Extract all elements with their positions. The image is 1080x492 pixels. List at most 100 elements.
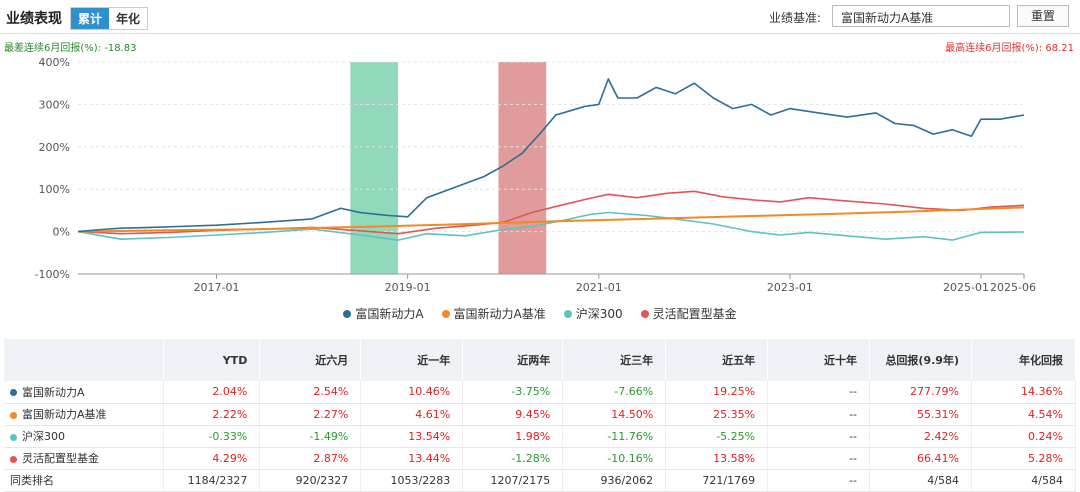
performance-header: 业绩表现 累计 年化 业绩基准: 富国新动力A基准 重置	[0, 0, 1080, 34]
row-name: 同类排名	[10, 474, 54, 487]
table-cell: 2.87%	[259, 447, 362, 470]
y-tick-label: 300%	[39, 98, 70, 111]
x-tick-label: 2017-01	[194, 281, 240, 294]
row-name-cell: 富国新动力A	[4, 381, 165, 404]
table-cell: -11.76%	[562, 425, 667, 448]
table-header: 近六月	[259, 339, 362, 381]
table-cell: 55.31%	[869, 403, 972, 426]
table-cell: 4.54%	[971, 403, 1077, 426]
legend-item-csi300[interactable]: 沪深300	[563, 305, 623, 322]
series-line-2	[77, 211, 1025, 241]
table-cell: 1184/2327	[163, 469, 261, 492]
legend-dot-icon	[640, 309, 649, 318]
row-name-cell: 灵活配置型基金	[4, 447, 165, 470]
series-dot-icon	[10, 433, 17, 441]
table-row: 沪深300 -0.33% -1.49% 13.54% 1.98% -11.76% -5.25…	[4, 425, 1077, 448]
row-name: 富国新动力A基准	[22, 408, 107, 421]
row-name: 沪深300	[22, 430, 65, 443]
x-tick-label: 2021-01	[576, 281, 622, 294]
table-cell: --	[767, 381, 871, 404]
table-header: YTD	[163, 339, 261, 381]
table-cell: 2.42%	[869, 425, 972, 448]
table-header-row: YTD 近六月 近一年 近两年 近三年 近五年 近十年 总回报(9.9年) 年化…	[4, 339, 1077, 381]
legend-label: 富国新动力A	[355, 307, 424, 321]
best-6m-return: 最高连续6月回报(%): 68.21	[945, 39, 1074, 54]
table-cell: 14.50%	[562, 403, 667, 426]
x-tick-label: 2025-01	[943, 281, 989, 294]
table-header: 近十年	[767, 339, 871, 381]
table-row: 同类排名 1184/2327 920/2327 1053/2283 1207/2175 9…	[4, 469, 1077, 492]
table-cell: 13.58%	[665, 447, 769, 470]
legend-dot-icon	[343, 309, 352, 318]
row-name: 富国新动力A	[22, 385, 85, 399]
best-label: 最高连续6月回报(%):	[945, 43, 1046, 54]
table-cell: --	[767, 447, 871, 470]
performance-chart: 400% 300% 200% 100% 0% -100% 2017-01 2019-01 202…	[35, 56, 1036, 294]
table-cell: --	[767, 403, 871, 426]
legend-item-fund[interactable]: 富国新动力A	[343, 305, 424, 322]
table-cell: -3.75%	[462, 381, 564, 404]
y-tick-label: 400%	[39, 56, 70, 69]
table-row: 富国新动力A基准 2.22% 2.27% 4.61% 9.45% 14.50% 25.35%…	[4, 403, 1077, 426]
legend-item-benchmark[interactable]: 富国新动力A基准	[441, 305, 546, 322]
y-tick-label: 100%	[39, 183, 70, 196]
legend-dot-icon	[563, 309, 572, 318]
table-cell: 14.36%	[971, 381, 1077, 404]
legend-label: 沪深300	[575, 307, 623, 321]
table-cell: 13.54%	[360, 425, 464, 448]
x-tick-label: 2023-01	[767, 281, 813, 294]
table-cell: 66.41%	[869, 447, 972, 470]
table-cell: 4/584	[869, 469, 972, 492]
table-cell: 13.44%	[360, 447, 464, 470]
worst-6m-return: 最差连续6月回报(%): -18.83	[4, 39, 136, 54]
table-cell: 10.46%	[360, 381, 464, 404]
table-cell: --	[767, 469, 871, 492]
y-tick-label: 0%	[53, 226, 70, 239]
table-cell: -1.49%	[259, 425, 362, 448]
tab-cumulative[interactable]: 累计	[71, 8, 110, 29]
series-line-0	[77, 78, 1025, 233]
legend-item-category[interactable]: 灵活配置型基金	[640, 305, 737, 322]
table-header: 年化回报	[971, 339, 1077, 381]
highlight-band	[498, 62, 547, 274]
best-value: 68.21	[1045, 43, 1074, 54]
chart-legend: 富国新动力A 富国新动力A基准 沪深300 灵活配置型基金	[0, 305, 1080, 322]
table-header	[4, 339, 165, 381]
y-tick-label: -100%	[35, 268, 70, 281]
table-cell: 920/2327	[259, 469, 362, 492]
series-dot-icon	[10, 455, 17, 463]
table-header: 近五年	[665, 339, 769, 381]
table-cell: 25.35%	[665, 403, 769, 426]
section-title: 业绩表现	[6, 11, 62, 27]
table-cell: -7.66%	[562, 381, 667, 404]
reset-button[interactable]: 重置	[1017, 5, 1069, 27]
tab-annualized[interactable]: 年化	[109, 8, 148, 29]
table-cell: -5.25%	[665, 425, 769, 448]
table-cell: -10.16%	[562, 447, 667, 470]
row-name-cell: 富国新动力A基准	[4, 403, 165, 426]
legend-label: 灵活配置型基金	[652, 307, 737, 321]
table-cell: 2.04%	[163, 381, 261, 404]
table-header: 总回报(9.9年)	[869, 339, 972, 381]
table-cell: 9.45%	[462, 403, 564, 426]
table-cell: 2.27%	[259, 403, 362, 426]
benchmark-label: 业绩基准:	[769, 11, 822, 25]
table-cell: 2.22%	[163, 403, 261, 426]
table-cell: 4/584	[971, 469, 1077, 492]
table-cell: 1.98%	[462, 425, 564, 448]
legend-label: 富国新动力A基准	[453, 307, 546, 321]
row-name: 灵活配置型基金	[22, 452, 99, 465]
legend-dot-icon	[441, 309, 450, 318]
row-name-cell: 沪深300	[4, 425, 165, 448]
table-cell: 2.54%	[259, 381, 362, 404]
table-header: 近一年	[360, 339, 464, 381]
row-name-cell: 同类排名	[4, 469, 165, 492]
x-tick-label: 2025-06	[990, 281, 1036, 294]
worst-label: 最差连续6月回报(%):	[4, 43, 105, 54]
table-cell: 5.28%	[971, 447, 1077, 470]
table-header: 近三年	[562, 339, 667, 381]
benchmark-select[interactable]: 富国新动力A基准	[832, 5, 1010, 27]
series-line-1	[77, 206, 1025, 233]
table-cell: 19.25%	[665, 381, 769, 404]
table-cell: 1207/2175	[462, 469, 564, 492]
